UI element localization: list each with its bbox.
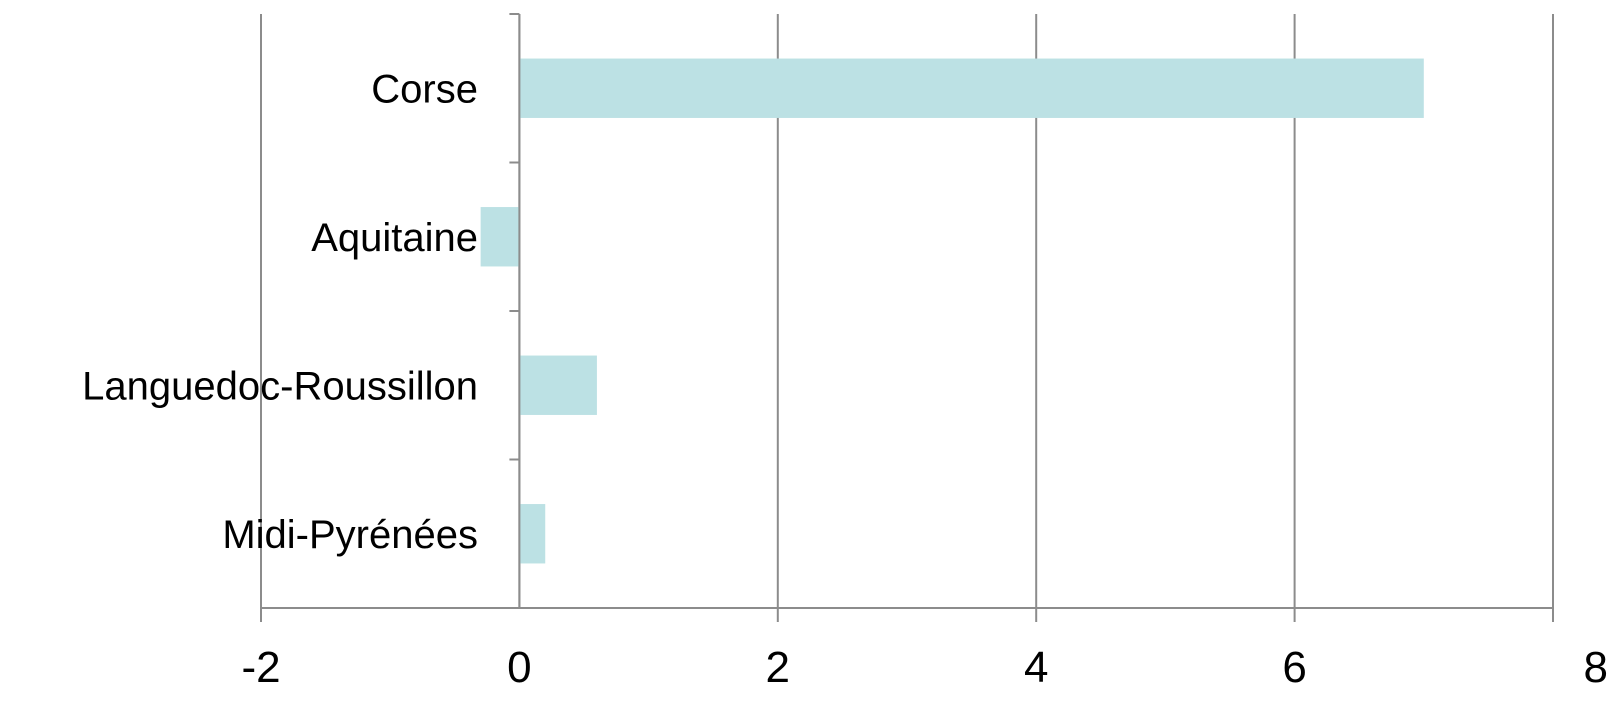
bar-0 <box>519 58 1424 118</box>
category-label-3: Midi-Pyrénées <box>222 513 478 557</box>
bar-1 <box>480 207 520 267</box>
tick-label-1: 0 <box>507 643 531 692</box>
labels: Corse Aquitaine Languedoc-Roussillon Midi-P… <box>82 67 1608 692</box>
tick-label-2: 2 <box>766 643 790 692</box>
tick-label-3: 4 <box>1024 643 1048 692</box>
category-label-0: Corse <box>371 67 478 111</box>
tick-label-5: 8 <box>1584 643 1608 692</box>
category-label-2: Languedoc-Roussillon <box>82 364 478 408</box>
category-label-1: Aquitaine <box>311 216 478 260</box>
bars <box>480 58 1424 564</box>
tick-label-4: 6 <box>1282 643 1306 692</box>
axes <box>261 13 1553 609</box>
bar-3 <box>519 504 546 564</box>
tick-label-0: -2 <box>241 643 280 692</box>
bar-2 <box>519 355 597 415</box>
